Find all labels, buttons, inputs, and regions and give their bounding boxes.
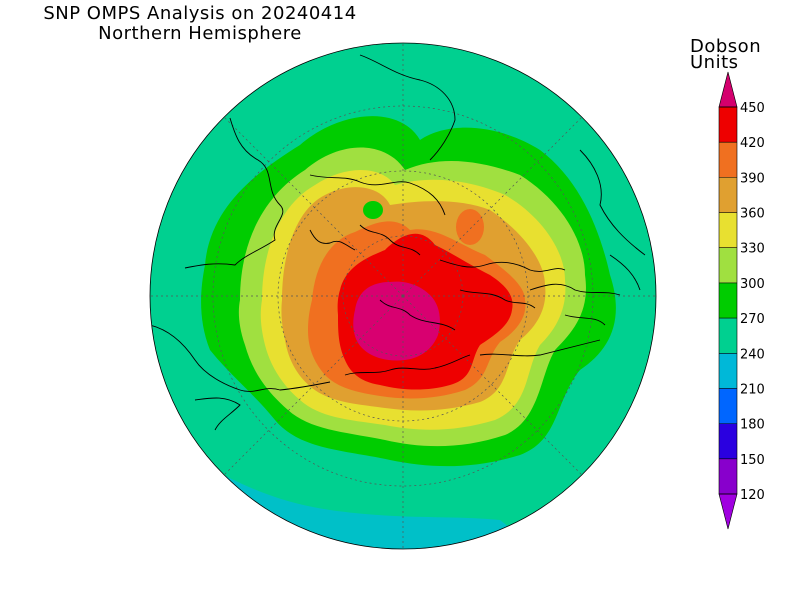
colorbar-title-line1: Dobson bbox=[690, 36, 761, 57]
colorbar-tick-label: 210 bbox=[740, 382, 765, 397]
ozone-band-390-small bbox=[456, 209, 484, 245]
colorbar-band bbox=[719, 318, 737, 354]
colorbar-tick-label: 420 bbox=[740, 136, 765, 151]
colorbar-tick-label: 120 bbox=[740, 488, 765, 503]
colorbar-band bbox=[719, 247, 737, 283]
colorbar-title-line2: Units bbox=[690, 52, 739, 73]
ozone-band-450 bbox=[353, 281, 440, 361]
colorbar-band bbox=[719, 142, 737, 178]
colorbar-band bbox=[719, 458, 737, 494]
colorbar-band bbox=[719, 107, 737, 143]
colorbar-tick-label: 240 bbox=[740, 347, 765, 362]
colorbar-tick-label: 450 bbox=[740, 101, 765, 116]
colorbar-tick-label: 390 bbox=[740, 171, 765, 186]
coastlines bbox=[150, 54, 646, 431]
ozone-band-270-island bbox=[363, 201, 383, 219]
figure-subtitle: Northern Hemisphere bbox=[98, 23, 302, 44]
colorbar-tick-label: 150 bbox=[740, 453, 765, 468]
colorbar-band bbox=[719, 353, 737, 389]
colorbar-band bbox=[719, 388, 737, 424]
colorbar-band bbox=[719, 212, 737, 248]
colorbar-band bbox=[719, 177, 737, 213]
colorbar-band bbox=[719, 282, 737, 319]
colorbar-high-arrow bbox=[718, 71, 738, 108]
colorbar-tick-label: 180 bbox=[740, 418, 765, 433]
colorbar-tick-label: 330 bbox=[740, 242, 765, 257]
map-outline bbox=[149, 42, 657, 550]
colorbar-band bbox=[719, 423, 737, 459]
figure-title: SNP OMPS Analysis on 20240414 bbox=[43, 3, 357, 24]
colorbar-tick-label: 300 bbox=[740, 277, 765, 292]
colorbar-tick-label: 360 bbox=[740, 207, 765, 222]
colorbar-tick-label: 270 bbox=[740, 312, 765, 327]
colorbar-low-arrow bbox=[718, 493, 738, 530]
